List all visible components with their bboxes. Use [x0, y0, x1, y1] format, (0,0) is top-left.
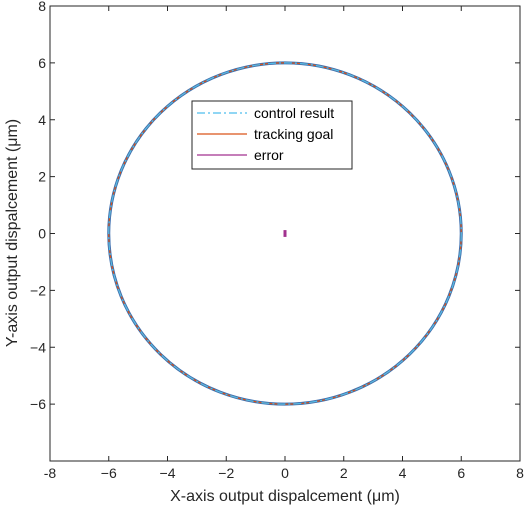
y-tick-label: 4: [38, 112, 46, 128]
x-tick-label: 0: [281, 465, 289, 481]
x-tick-label: −6: [101, 465, 117, 481]
y-tick-label: 2: [38, 169, 46, 185]
ticks-layer: -8 −6 −4 −2 0 2 4 6 8 8 6 4 2 0 −2 −4 −6: [30, 0, 524, 481]
legend-label: control result: [254, 105, 334, 121]
y-tick-label: 6: [38, 55, 46, 71]
control-result-line: [108, 62, 462, 405]
y-tick-label: 8: [38, 0, 46, 14]
x-tick-label: -8: [44, 465, 57, 481]
y-tick-label: 0: [38, 226, 46, 242]
x-tick-label: 2: [340, 465, 348, 481]
x-tick-label: −4: [160, 465, 176, 481]
legend-box: [191, 100, 353, 170]
legend-label: error: [254, 147, 284, 163]
x-tick-label: 6: [457, 465, 465, 481]
legend-label: tracking goal: [254, 126, 333, 142]
y-tick-label: −2: [30, 282, 46, 298]
y-tick-label: −6: [30, 396, 46, 412]
x-tick-label: 8: [516, 465, 524, 481]
series-layer: [107, 61, 463, 406]
x-tick-label: −2: [218, 465, 234, 481]
x-tick-label: 4: [399, 465, 407, 481]
y-tick-label: −4: [30, 339, 46, 355]
legend: control result tracking goal error: [191, 100, 353, 170]
x-axis-label: X-axis output dispalcement (μm): [170, 488, 400, 505]
y-axis-label: Y-axis output dispalcement (μm): [4, 119, 21, 347]
